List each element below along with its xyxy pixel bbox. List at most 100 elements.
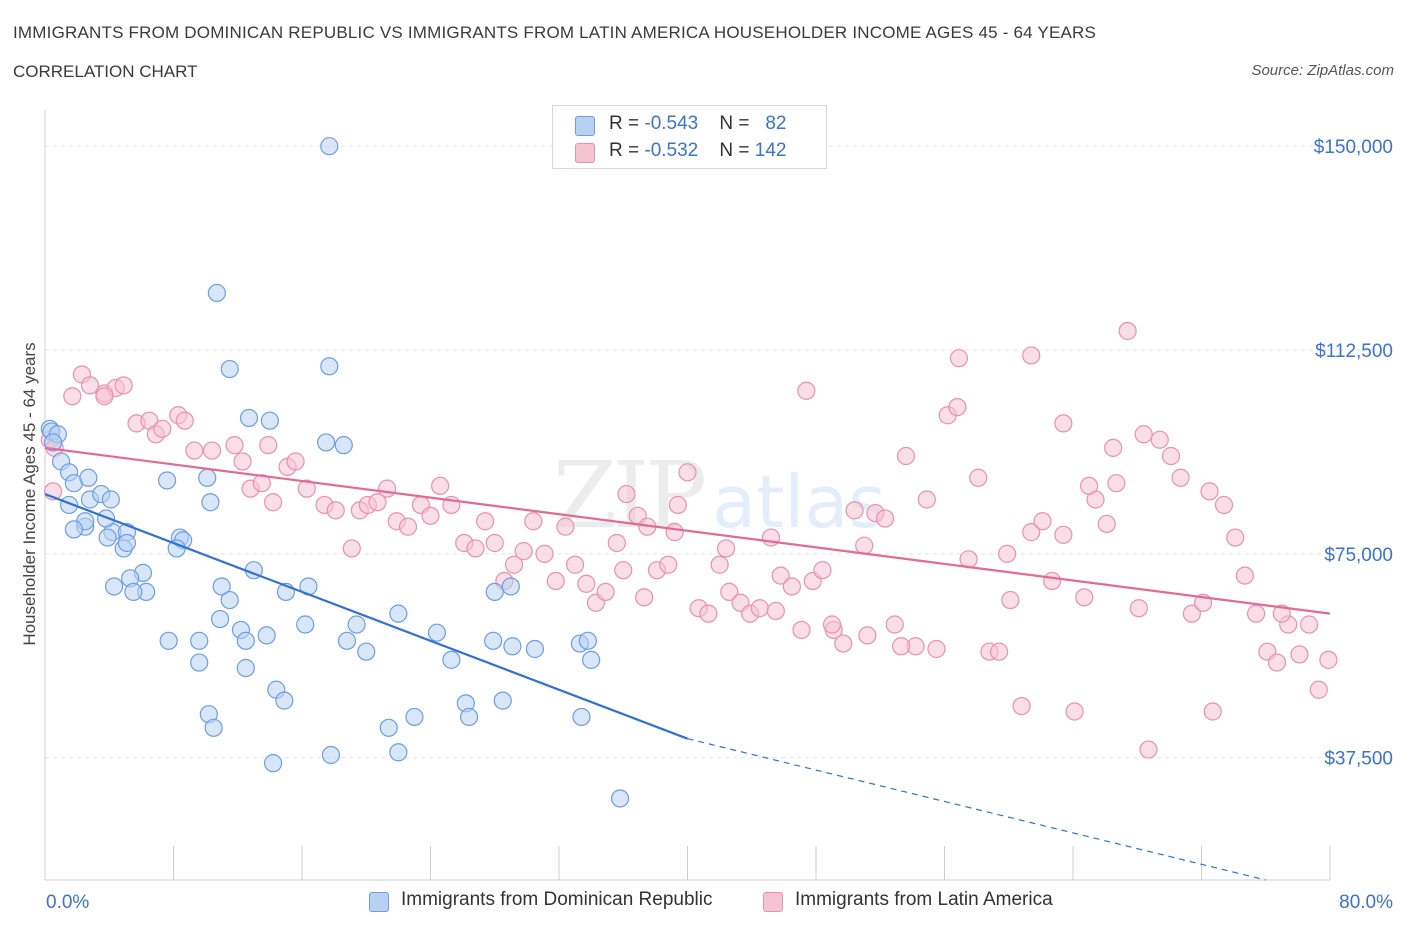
data-point-dominican-republic <box>263 754 283 773</box>
data-point-dominican-republic <box>484 631 503 650</box>
data-point-latin-america <box>1054 414 1073 433</box>
data-point-dominican-republic <box>207 283 226 303</box>
data-point-latin-america <box>1033 512 1052 531</box>
data-point-dominican-republic <box>334 436 353 455</box>
y-tick-label: $75,000 <box>1324 545 1393 566</box>
data-point-dominican-republic <box>582 650 601 669</box>
data-point-latin-america <box>1247 604 1266 623</box>
data-point-latin-america <box>710 555 729 574</box>
data-point-latin-america <box>577 574 596 593</box>
legend-label: Immigrants from Dominican Republic <box>401 889 713 910</box>
data-point-dominican-republic <box>389 743 408 762</box>
data-point-latin-america <box>431 476 450 496</box>
data-point-latin-america <box>1203 702 1222 721</box>
data-point-latin-america <box>948 397 967 417</box>
data-point-latin-america <box>1065 702 1084 721</box>
n-value: 82 <box>765 113 787 134</box>
data-point-latin-america <box>368 493 387 512</box>
data-point-dominican-republic <box>442 650 461 669</box>
data-point-latin-america <box>834 634 853 653</box>
y-tick-label: $150,000 <box>1314 137 1393 158</box>
data-point-latin-america <box>1043 571 1062 591</box>
data-point-dominican-republic <box>503 637 522 656</box>
data-point-dominican-republic <box>201 493 220 512</box>
data-point-dominican-republic <box>220 359 239 379</box>
data-point-latin-america <box>233 452 252 471</box>
legend-label: Immigrants from Latin America <box>795 889 1053 910</box>
data-point-latin-america <box>1235 566 1254 585</box>
data-point-latin-america <box>668 495 687 515</box>
x-tick-label: 0.0% <box>46 892 89 913</box>
data-point-latin-america <box>949 349 969 368</box>
data-point-latin-america <box>766 601 785 621</box>
data-point-dominican-republic <box>320 137 339 156</box>
data-point-latin-america <box>813 561 832 580</box>
data-point-dominican-republic <box>236 658 255 678</box>
data-point-dominican-republic <box>578 631 598 650</box>
data-point-latin-america <box>1022 523 1041 542</box>
data-point-dominican-republic <box>257 626 276 645</box>
svg-text:atlas: atlas <box>712 460 886 544</box>
data-point-dominican-republic <box>190 653 209 672</box>
n-label: N = <box>719 140 755 161</box>
data-point-latin-america <box>1182 604 1201 623</box>
data-point-latin-america <box>1022 346 1041 365</box>
data-point-dominican-republic <box>379 718 398 737</box>
data-point-latin-america <box>596 582 615 602</box>
y-tick-label: $37,500 <box>1324 749 1393 770</box>
data-point-latin-america <box>485 533 504 553</box>
data-point-latin-america <box>855 536 874 555</box>
data-point-latin-america <box>1290 645 1309 664</box>
trend-extension-dominican-republic <box>687 738 1266 881</box>
data-point-latin-america <box>185 441 204 460</box>
data-point-dominican-republic <box>98 528 117 547</box>
data-point-latin-america <box>635 588 654 607</box>
data-point-dominican-republic <box>190 631 209 650</box>
data-point-dominican-republic <box>96 509 116 528</box>
data-point-latin-america <box>546 571 565 591</box>
data-point-latin-america <box>1267 653 1287 672</box>
data-point-latin-america <box>1319 650 1338 669</box>
data-point-latin-america <box>1139 740 1158 759</box>
data-point-dominican-republic <box>501 577 520 596</box>
data-point-latin-america <box>1001 590 1020 610</box>
data-point-latin-america <box>771 566 790 585</box>
legend-swatch-pink <box>575 143 595 163</box>
n-label: N = <box>719 113 755 134</box>
data-point-dominican-republic <box>43 433 63 452</box>
data-point-latin-america <box>720 582 739 602</box>
data-point-latin-america <box>750 599 769 618</box>
y-axis-label: Householder Income Ages 45 - 64 years <box>20 342 39 645</box>
y-tick-label: $112,500 <box>1315 341 1393 362</box>
data-point-dominican-republic <box>275 691 294 710</box>
data-point-latin-america <box>1075 588 1094 607</box>
series-dominican-republic-points <box>40 137 630 808</box>
data-point-latin-america <box>716 539 736 558</box>
data-point-dominican-republic <box>210 609 230 629</box>
data-point-dominican-republic <box>427 623 447 642</box>
data-point-latin-america <box>1300 615 1319 634</box>
data-point-latin-america <box>225 436 244 455</box>
data-point-latin-america <box>1079 476 1099 496</box>
data-point-latin-america <box>1129 599 1148 618</box>
data-point-latin-america <box>969 468 988 487</box>
data-point-dominican-republic <box>485 582 504 602</box>
data-point-latin-america <box>63 387 82 406</box>
data-point-dominican-republic <box>357 642 376 661</box>
data-point-latin-america <box>565 555 585 574</box>
data-point-latin-america <box>761 528 781 547</box>
legend-swatch-pink <box>763 892 783 912</box>
data-point-latin-america <box>617 484 636 504</box>
data-point-latin-america <box>421 506 440 525</box>
data-point-dominican-republic <box>204 718 223 737</box>
data-point-dominican-republic <box>347 615 366 634</box>
data-point-latin-america <box>990 642 1009 661</box>
chart-subtitle: CORRELATION CHART <box>13 62 198 81</box>
r-label: R = <box>609 140 645 161</box>
data-point-latin-america <box>792 620 811 640</box>
zipatlas-watermark: ZIP atlas <box>553 442 886 549</box>
y-tick-labels: $37,500 $75,000 $112,500 $150,000 <box>1314 137 1393 770</box>
data-point-latin-america <box>504 555 524 574</box>
stats-legend: R = -0.543 N = 82 R = -0.532 N = 142 <box>552 105 827 169</box>
data-point-dominican-republic <box>212 577 231 596</box>
